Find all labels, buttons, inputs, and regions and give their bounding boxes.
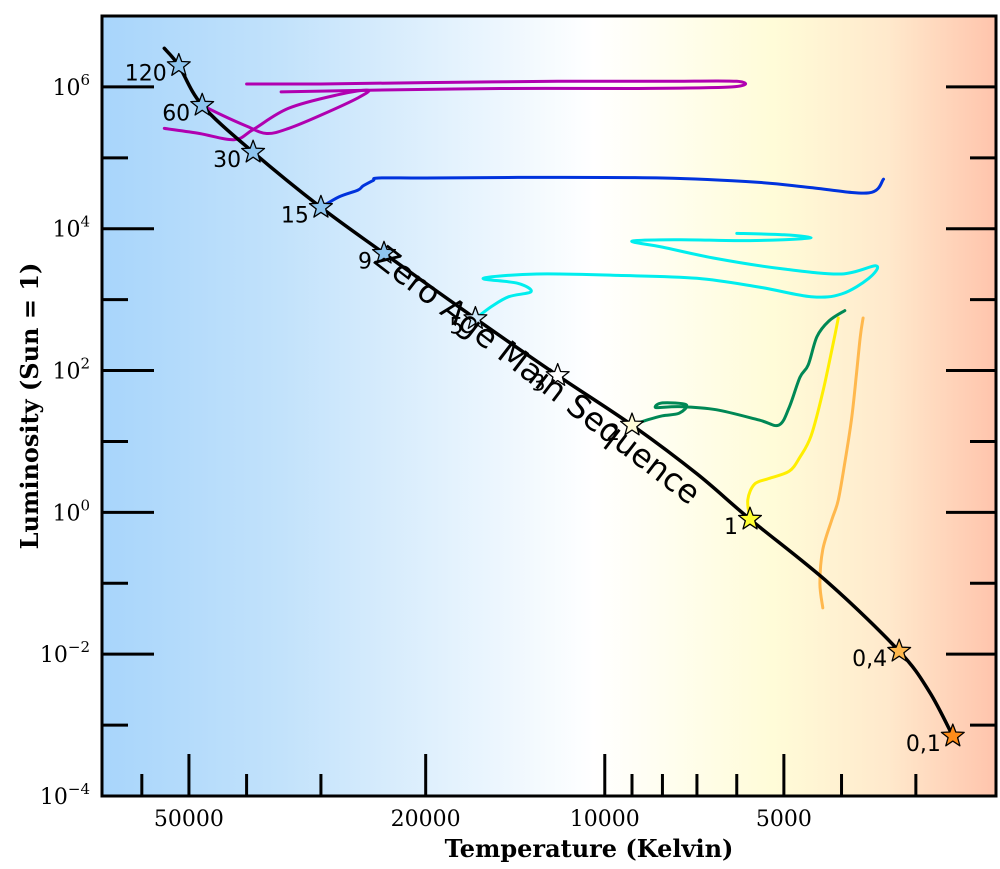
evolution-track-1 [245,79,748,94]
mass-label-9: 9 [358,249,372,274]
mass-label-30: 30 [213,148,241,173]
star-marker-120 [166,52,191,76]
star-marker-30 [241,139,266,163]
evolution-tracks [162,79,885,610]
star-marker-0-1 [940,723,965,747]
star-marker-1 [737,506,763,530]
star-marker-3 [545,362,570,386]
star-marker-15 [308,194,333,218]
axis-ticks: 10−4 10−2 100 102 104 106 50000 20000 10000 5000 [40,71,996,832]
zams-stars [166,52,965,747]
plot-frame [100,14,998,798]
y-tick-label: 100 [52,496,90,526]
star-marker-0-4 [887,638,912,662]
x-tick-label: 5000 [756,807,812,832]
star-marker-60 [190,92,215,116]
evolution-track-5 [746,316,840,521]
y-tick-label: 102 [52,355,90,385]
x-tick-label: 10000 [570,807,640,832]
y-axis-title: Luminosity (Sun = 1) [15,263,44,550]
mass-label-15: 15 [281,203,309,228]
mass-label-120: 120 [125,62,167,87]
evolution-track-3 [473,231,880,321]
y-tick-label: 10−4 [40,780,90,810]
star-marker-9 [371,240,397,264]
mass-label-0-1: 0,1 [906,732,941,757]
evolution-track-2 [319,175,885,209]
mass-label-3: 3 [532,372,546,397]
y-tick-label: 104 [52,213,90,243]
star-marker-5 [463,305,488,329]
mass-label-0-4: 0,4 [852,647,887,672]
mass-labels: 120 60 30 15 9 5 3 2 1 0,4 0,1 [125,62,941,758]
mass-label-5: 5 [449,315,463,340]
x-axis-title: Temperature (Kelvin) [445,834,734,863]
evolution-track-4 [630,309,847,428]
y-tick-label: 10−2 [40,638,90,668]
y-tick-label: 106 [52,71,90,101]
x-tick-label: 20000 [391,807,461,832]
mass-label-60: 60 [162,101,190,126]
evolution-track-6 [818,316,865,610]
star-marker-2 [619,412,645,436]
mass-label-2: 2 [606,421,620,446]
x-tick-label: 50000 [154,807,224,832]
mass-label-1: 1 [724,515,738,540]
